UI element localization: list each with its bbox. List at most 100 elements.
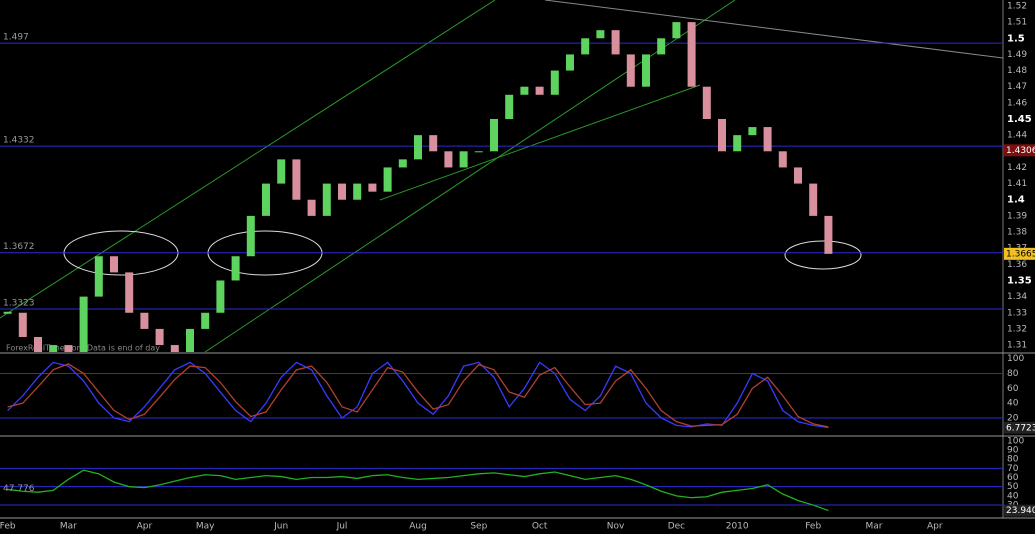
candle (657, 38, 666, 55)
x-tick-label: Aug (409, 522, 427, 532)
candle (794, 167, 802, 184)
value-label: 47.776 (3, 484, 35, 494)
x-tick-label: Mar (60, 522, 77, 532)
candle (49, 345, 58, 352)
level-label: 1.4332 (3, 136, 35, 146)
price-label: 23.940 (1006, 506, 1035, 516)
trend-line (0, 0, 496, 319)
candle (596, 30, 605, 39)
candle (216, 280, 225, 313)
x-tick-label: Sep (470, 522, 487, 532)
candle (733, 135, 742, 152)
y-tick-label: 1.36 (1007, 260, 1027, 270)
candle (611, 30, 620, 55)
candle (520, 86, 529, 95)
y-tick-label: 1.47 (1007, 82, 1027, 92)
y-tick-label: 50 (1007, 482, 1019, 492)
y-tick-label: 1.41 (1007, 179, 1027, 189)
y-tick-label: 100 (1007, 436, 1024, 446)
candle (292, 159, 301, 200)
candle (277, 159, 286, 184)
y-tick-label: 1.42 (1007, 163, 1027, 173)
candle (429, 135, 438, 152)
candle (505, 94, 514, 120)
level-label: 1.3672 (3, 242, 35, 252)
candle (626, 54, 635, 87)
candle (338, 183, 346, 200)
candle (140, 312, 149, 329)
candle (155, 328, 164, 346)
candles (3, 22, 833, 352)
candle (718, 119, 726, 152)
price-box (1004, 504, 1035, 517)
price-box (1004, 421, 1035, 434)
y-tick-label: 1.38 (1007, 228, 1027, 238)
candle (322, 183, 331, 216)
y-tick-label: 1.5 (1007, 33, 1025, 44)
candle (642, 54, 650, 87)
y-tick-label: 40 (1007, 399, 1019, 409)
y-tick-label: 1.51 (1007, 18, 1027, 28)
candle (353, 183, 362, 200)
y-tick-label: 1.49 (1007, 50, 1027, 60)
candle (748, 127, 757, 136)
y-tick-label: 1.52 (1007, 1, 1027, 11)
y-tick-label: 80 (1007, 369, 1019, 379)
candle (64, 345, 73, 352)
y-tick-label: 1.35 (1007, 275, 1032, 286)
price-box (1004, 247, 1035, 260)
y-tick-label: 1.48 (1007, 66, 1027, 76)
y-tick-label: 1.32 (1007, 324, 1027, 334)
y-tick-label: 40 (1007, 491, 1019, 501)
y-tick-label: 70 (1007, 464, 1019, 474)
candle (94, 256, 103, 297)
trend-line (379, 84, 701, 201)
y-tick-label: 60 (1007, 473, 1019, 483)
candle (672, 22, 681, 39)
indicator-line (7, 361, 829, 429)
price-box (1004, 144, 1035, 157)
x-tick-label: Dec (668, 522, 685, 532)
x-tick-label: Jul (336, 522, 348, 532)
candle (474, 151, 483, 153)
y-tick-label: 1.34 (1007, 292, 1027, 302)
x-tick-label: Jun (273, 522, 288, 532)
candle (824, 215, 833, 254)
candle (490, 119, 498, 152)
candle (702, 86, 711, 120)
level-label: 1.3323 (3, 299, 35, 309)
candle (246, 215, 255, 257)
indicator-line (7, 469, 829, 512)
candle (809, 183, 818, 216)
candle (687, 22, 696, 87)
candle (18, 312, 27, 337)
y-tick-label: 1.31 (1007, 341, 1027, 351)
price-label: 6.7723 (1006, 423, 1035, 433)
x-tick-label: Feb (805, 522, 821, 532)
y-tick-label: 1.39 (1007, 211, 1027, 221)
x-tick-label: Apr (137, 522, 153, 532)
x-tick-label: 2010 (726, 522, 749, 532)
candle (231, 256, 240, 281)
y-tick-label: 1.46 (1007, 98, 1027, 108)
drawings (0, 0, 1003, 352)
ellipse (784, 240, 862, 270)
candle (262, 183, 270, 216)
candle (201, 312, 210, 329)
candle (581, 38, 590, 55)
axis-bg (1003, 0, 1035, 534)
x-tick-label: Mar (866, 522, 883, 532)
candle (307, 199, 316, 216)
candle (3, 311, 12, 314)
candle (79, 296, 88, 352)
price-label: 1.3665 (1006, 249, 1035, 259)
y-tick-label: 100 (1007, 354, 1024, 364)
indicator-line (7, 363, 829, 428)
candle (550, 70, 559, 95)
y-tick-label: 90 (1007, 445, 1019, 455)
candle (414, 135, 422, 160)
candle (566, 54, 574, 71)
y-tick-label: 20 (1007, 413, 1019, 423)
price-label: 1.4306 (1006, 146, 1035, 156)
